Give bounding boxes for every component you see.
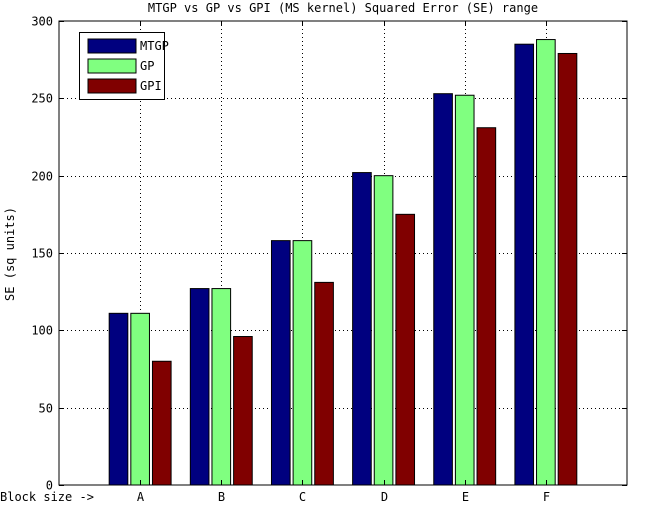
bar-gp-f <box>536 39 556 486</box>
bar-gpi-d <box>395 213 416 486</box>
bar-gpi-e <box>476 127 497 486</box>
y-axis-label: SE (sq units) <box>3 207 17 301</box>
x-axis-label: Block size -> <box>0 490 94 504</box>
y-tick-label: 200 <box>31 170 53 184</box>
legend-label-gp: GP <box>140 59 154 73</box>
bar-gpi-a <box>151 360 172 486</box>
chart-title: MTGP vs GP vs GPI (MS kernel) Squared Er… <box>148 1 538 15</box>
y-tick-label: 150 <box>31 247 53 261</box>
bar-gp-d <box>373 175 394 486</box>
bar-gp-e <box>454 94 475 486</box>
y-tick-label: 50 <box>39 402 53 416</box>
bar-gp-c <box>292 240 313 486</box>
x-tick-label: C <box>299 490 306 504</box>
y-tick-label: 300 <box>31 15 53 29</box>
bar-gp-b <box>211 288 232 486</box>
x-tick-label: F <box>543 490 550 504</box>
bar-mtgp-c <box>270 240 291 486</box>
y-tick-label: 0 <box>46 479 53 493</box>
legend-label-mtgp: MTGP <box>140 39 169 53</box>
legend-swatch-gp <box>87 58 137 74</box>
bar-gpi-b <box>233 336 253 486</box>
legend-swatch-mtgp <box>87 38 137 54</box>
bar-gpi-c <box>314 281 334 486</box>
x-tick-label: A <box>137 490 145 504</box>
x-tick-label: B <box>218 490 225 504</box>
bar-mtgp-a <box>108 312 129 486</box>
axis-ticks: 0 50 100 150 200 250 300 A B C D E F <box>31 15 627 504</box>
legend: MTGP GP GPI <box>79 32 169 100</box>
bar-mtgp-b <box>189 288 210 486</box>
legend-swatch-gpi <box>87 78 137 94</box>
bar-mtgp-f <box>514 43 535 486</box>
legend-label-gpi: GPI <box>140 79 162 93</box>
bars <box>108 39 578 486</box>
bar-gp-a <box>130 312 150 486</box>
bar-mtgp-d <box>352 172 372 486</box>
y-tick-label: 250 <box>31 92 53 106</box>
bar-mtgp-e <box>433 93 453 486</box>
x-tick-label: D <box>381 490 388 504</box>
y-tick-label: 100 <box>31 324 53 338</box>
x-tick-label: E <box>462 490 469 504</box>
bar-gpi-f <box>557 52 578 486</box>
